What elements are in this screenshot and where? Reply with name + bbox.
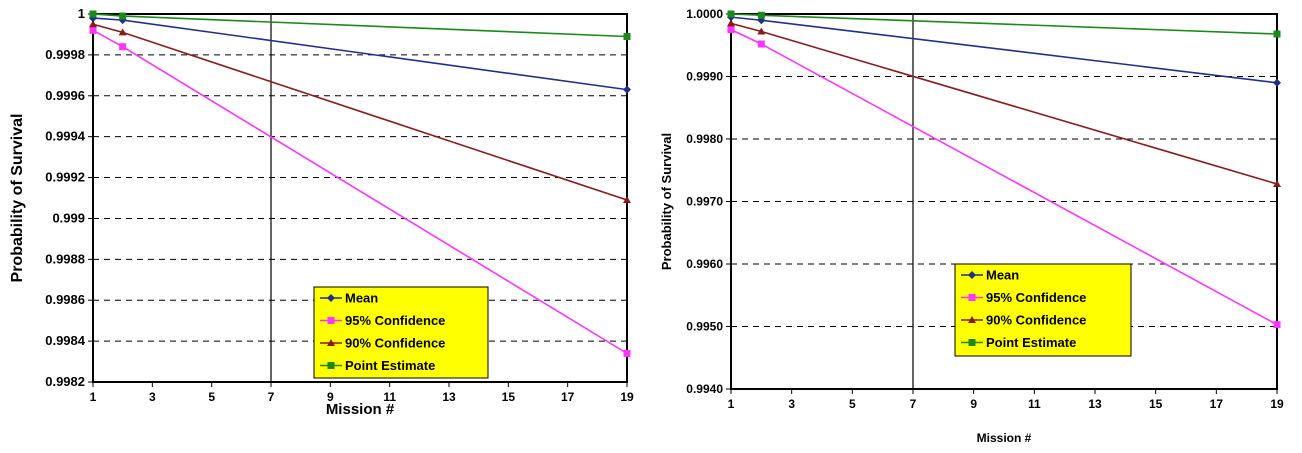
series-line-2 [730,22,1278,185]
legend-swatch-marker [968,294,976,301]
y-axis-label: Probability of Survival [9,114,26,283]
y-tick-label: 0.9990 [686,70,723,84]
y-tick-label: 1.0000 [686,7,723,21]
series-line-3 [92,13,628,38]
x-tick-label: 1 [90,390,97,404]
legend-label: 95% Confidence [345,313,445,328]
y-tick-label: 0.9970 [686,195,723,209]
x-tick-label: 3 [149,390,156,404]
data-point [757,27,766,35]
legend-label: Mean [345,291,378,306]
data-point [757,11,765,19]
x-tick-label: 11 [383,390,396,404]
x-tick-label: 5 [849,397,856,411]
x-tick-label: 19 [1270,397,1284,411]
y-tick-label: 0.999 [52,210,85,225]
legend-label: Point Estimate [986,335,1076,350]
legend-label: 95% Confidence [986,290,1086,305]
y-tick-label: 0.9996 [45,88,85,103]
data-point [623,85,631,94]
legend-label: Point Estimate [345,358,435,373]
data-point [1273,180,1281,187]
y-tick-label: 0.9986 [45,292,85,307]
chart-right: 1.0000 0.9990 0.9980 0.9970 0.9960 0.9950 0.99… [651,0,1302,448]
series-line-0 [92,17,628,91]
x-tick-label: 5 [208,390,215,404]
legend-swatch-marker [968,339,976,346]
x-tick-label: 3 [788,397,795,411]
chart-left-svg: 1 0.9998 0.9996 0.9994 0.9992 0.999 0.9988 0.99… [9,6,634,418]
data-point [1273,30,1281,38]
x-tick-label: 11 [1028,397,1041,411]
data-point [727,19,735,27]
legend-box [313,286,489,379]
x-tick-label: 7 [268,390,275,404]
x-tick-label: 7 [910,397,917,411]
series-line-3 [730,13,1278,35]
y-axis-label: Probability of Survival [659,133,674,270]
y-tick-label: 0.9984 [45,333,86,348]
x-tick-label: 13 [1088,397,1102,411]
x-tick-label: 15 [1149,397,1163,411]
data-point [1273,321,1281,329]
legend-label: 90% Confidence [345,336,445,351]
data-point [623,196,631,204]
legend-swatch-marker [327,339,335,346]
data-point [89,20,97,28]
y-tick-label: 0.9992 [45,170,85,185]
x-tick-label: 9 [327,390,334,404]
y-tick-label: 0.9994 [45,129,86,144]
data-point [119,43,127,51]
legend-swatch-marker [327,294,335,302]
series-line-2 [92,23,628,201]
data-point [89,10,97,18]
plot-area-border [730,13,1278,390]
data-point [623,349,631,357]
data-point [1273,78,1281,87]
y-tick-label: 0.9982 [45,374,85,389]
y-tick-label: 0.9980 [686,132,723,146]
x-tick-label: 17 [1210,397,1224,411]
legend-box [954,263,1132,357]
y-tick-label: 0.9940 [686,382,723,396]
legend-label: 90% Confidence [986,313,1086,328]
legend-swatch-marker [327,317,335,324]
data-point [119,12,127,20]
x-axis-label: Mission # [977,431,1032,445]
legend: Mean 95% Confidence 90% Confidence Point Es… [954,263,1132,357]
data-point [118,28,127,36]
y-tick-label: 0.9998 [45,47,85,62]
legend-swatch-marker [968,316,976,323]
data-point [727,10,735,18]
legend-swatch-marker [327,362,335,369]
y-tick-label: 1 [78,6,85,21]
x-tick-label: 9 [970,397,977,411]
x-tick-label: 17 [561,390,575,404]
data-point [89,14,97,23]
data-point [727,26,735,34]
y-tick-label: 0.9960 [686,257,723,271]
x-tick-label: 1 [728,397,735,411]
data-point [623,32,631,40]
legend-label: Mean [986,268,1019,283]
chart-left: 1 0.9998 0.9996 0.9994 0.9992 0.999 0.9988 0.99… [0,0,651,448]
legend-swatch-marker [968,271,976,279]
data-point [89,26,97,34]
data-point [757,40,765,48]
chart-right-svg: 1.0000 0.9990 0.9980 0.9970 0.9960 0.9950 0.99… [659,7,1284,445]
x-axis-label: Mission # [326,401,395,418]
x-tick-label: 15 [502,390,516,404]
y-tick-label: 0.9950 [686,320,723,334]
legend: Mean 95% Confidence 90% Confidence Point Es… [313,286,489,379]
x-tick-label: 19 [620,390,634,404]
y-tick-label: 0.9988 [45,251,85,266]
x-tick-label: 13 [442,390,456,404]
